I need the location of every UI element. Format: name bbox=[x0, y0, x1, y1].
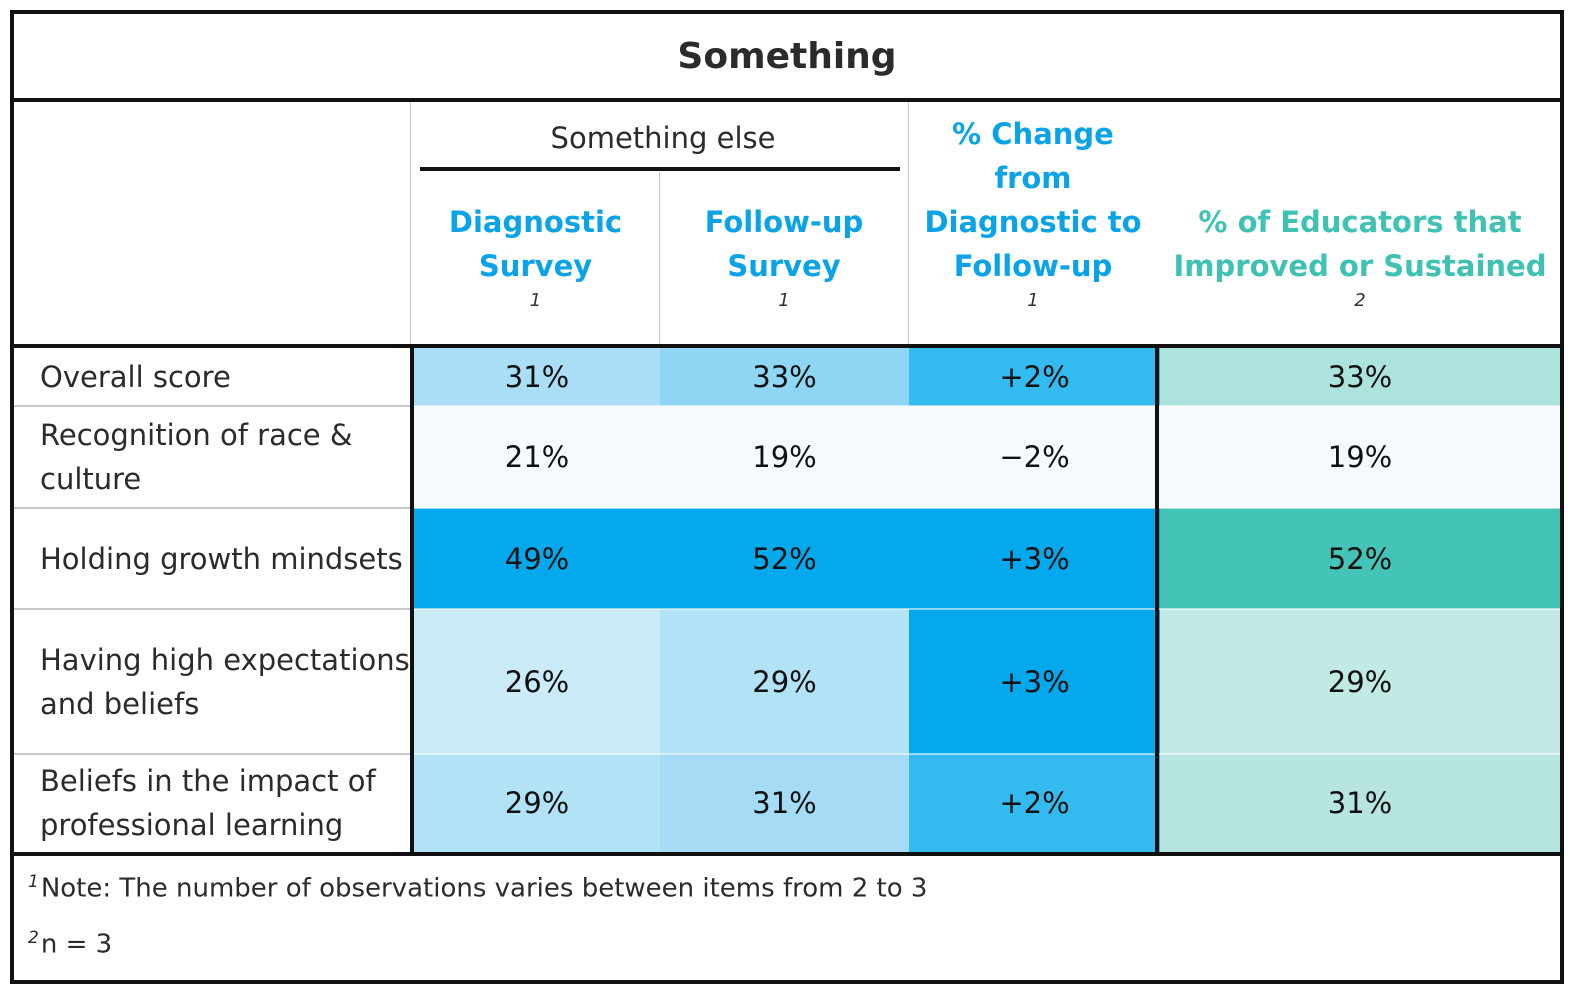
cell-divider bbox=[414, 608, 1560, 610]
column-header-followup: Follow-up Survey 1 bbox=[660, 200, 908, 314]
table-cell: 33% bbox=[1160, 348, 1560, 406]
table-cell: 31% bbox=[414, 348, 660, 406]
table-cell: +3% bbox=[909, 508, 1160, 609]
footnote-text: n = 3 bbox=[40, 929, 113, 960]
row-divider bbox=[14, 753, 410, 755]
table-cell: 31% bbox=[1160, 754, 1560, 852]
row-divider bbox=[14, 608, 410, 610]
table-cell: +2% bbox=[909, 348, 1160, 406]
cell-divider bbox=[414, 507, 1560, 509]
column-header-line: % of Educators that bbox=[1198, 205, 1522, 239]
footnote-mark: 1 bbox=[28, 872, 39, 892]
table-cell: 29% bbox=[1160, 609, 1560, 754]
row-divider bbox=[14, 507, 410, 509]
column-header-line: Diagnostic bbox=[448, 205, 623, 239]
table-frame: Something Something else Diagnostic Surv… bbox=[10, 10, 1564, 984]
row-label: Recognition of race & culture bbox=[40, 418, 353, 496]
header-divider bbox=[908, 102, 909, 348]
group-underline bbox=[420, 167, 900, 171]
column-header-line: % Change bbox=[952, 117, 1114, 151]
column-header-line: Follow-up bbox=[704, 205, 864, 239]
header-divider bbox=[659, 172, 660, 348]
table-cell: 19% bbox=[1160, 406, 1560, 508]
table-cell: 26% bbox=[414, 609, 660, 754]
table-cell: 33% bbox=[660, 348, 909, 406]
column-header-line: Survey bbox=[727, 249, 841, 283]
header-divider bbox=[410, 102, 411, 348]
table-cell: +2% bbox=[909, 754, 1160, 852]
column-footnote-mark: 1 bbox=[529, 290, 542, 311]
footnote-mark: 2 bbox=[28, 928, 39, 948]
table-cell: +3% bbox=[909, 609, 1160, 754]
column-header-line: Survey bbox=[478, 249, 593, 283]
table-title: Something bbox=[14, 14, 1560, 102]
column-header-line: Follow-up bbox=[953, 249, 1113, 283]
table-cell: 31% bbox=[660, 754, 909, 852]
table-cell: −2% bbox=[909, 406, 1160, 508]
table-cell: 52% bbox=[1160, 508, 1560, 609]
footnote-1: 1Note: The number of observations varies… bbox=[28, 872, 927, 904]
column-header-line: Improved or Sustained bbox=[1173, 249, 1547, 283]
footer-top-border bbox=[14, 852, 1560, 856]
column-header-diagnostic: Diagnostic Survey 1 bbox=[412, 200, 659, 314]
column-footnote-mark: 1 bbox=[1027, 290, 1039, 311]
column-header-line: from bbox=[994, 161, 1072, 195]
table-cell: 19% bbox=[660, 406, 909, 508]
cell-divider bbox=[414, 405, 1560, 407]
column-footnote-mark: 1 bbox=[778, 290, 790, 311]
cell-divider bbox=[414, 753, 1560, 755]
column-footnote-mark: 2 bbox=[1354, 290, 1366, 311]
row-label: Beliefs in the impact of professional le… bbox=[40, 764, 376, 842]
table-cell: 49% bbox=[414, 508, 660, 609]
column-border bbox=[1155, 348, 1159, 856]
column-header-line: Diagnostic to bbox=[924, 205, 1142, 239]
table-cell: 52% bbox=[660, 508, 909, 609]
column-header-improved: % of Educators that Improved or Sustaine… bbox=[1160, 200, 1560, 314]
table-cell: 21% bbox=[414, 406, 660, 508]
footnote-2: 2n = 3 bbox=[28, 928, 112, 960]
footnote-text: Note: The number of observations varies … bbox=[40, 873, 928, 904]
header-bottom-border bbox=[14, 344, 1560, 348]
row-label: Overall score bbox=[40, 360, 231, 394]
table-cell: 29% bbox=[414, 754, 660, 852]
column-header-change: % Change from Diagnostic to Follow-up 1 bbox=[909, 112, 1157, 314]
column-border bbox=[410, 348, 414, 856]
table-cell: 29% bbox=[660, 609, 909, 754]
row-label: Holding growth mindsets bbox=[40, 541, 403, 576]
row-divider bbox=[14, 405, 410, 407]
row-label: Having high expectations and beliefs bbox=[40, 642, 410, 721]
group-header: Something else bbox=[550, 121, 776, 155]
